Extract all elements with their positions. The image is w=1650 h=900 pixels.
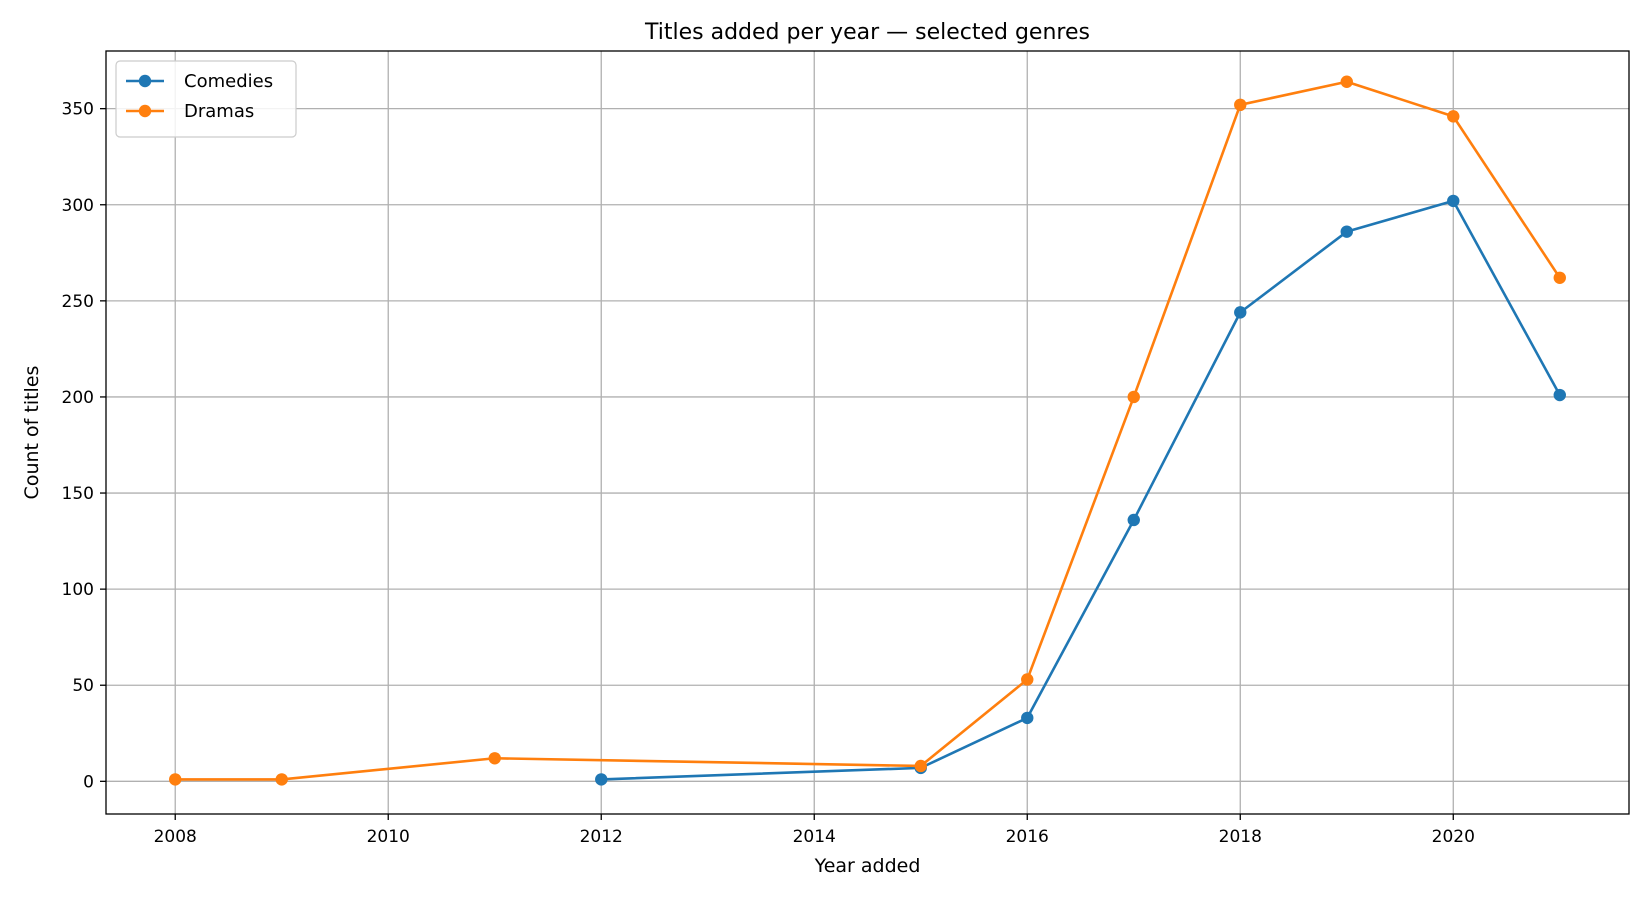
- legend-swatch-marker: [138, 74, 152, 88]
- x-tick-label: 2008: [154, 827, 197, 847]
- data-point-dramas: [1553, 271, 1566, 284]
- series-layer: [169, 75, 1566, 786]
- data-point-dramas: [169, 773, 182, 786]
- x-axis-label: Year added: [814, 855, 921, 877]
- data-point-dramas: [914, 759, 927, 773]
- data-point-comedies: [1447, 194, 1460, 208]
- series-dramas: [169, 75, 1566, 786]
- y-tick-label: 300: [62, 196, 94, 216]
- y-tick-label: 50: [72, 676, 94, 696]
- grid: [106, 51, 1629, 814]
- legend-label: Comedies: [184, 71, 273, 92]
- data-point-dramas: [1340, 75, 1353, 88]
- data-point-dramas: [1127, 390, 1140, 404]
- x-tick-label: 2018: [1219, 827, 1262, 847]
- x-tick-label: 2010: [367, 827, 410, 847]
- y-tick-label: 150: [62, 484, 94, 504]
- plot-frame: [105, 50, 1630, 815]
- data-point-dramas: [1447, 110, 1460, 123]
- data-point-comedies: [1234, 306, 1247, 319]
- x-tick-label: 2012: [580, 827, 623, 847]
- data-point-comedies: [1340, 225, 1353, 238]
- x-tick-label: 2020: [1432, 827, 1475, 847]
- legend: Comedies Dramas: [115, 60, 297, 138]
- y-tick-label: 200: [62, 388, 94, 408]
- y-tick-label: 250: [62, 292, 94, 312]
- legend-label: Dramas: [184, 101, 254, 122]
- series-line-comedies: [601, 199, 1561, 781]
- data-point-comedies: [1021, 711, 1034, 725]
- ticks: 2008 2010 2012 2014 2016 2018 2020 0 50 100 150 200…: [62, 100, 1475, 847]
- legend-swatch-marker: [138, 104, 152, 118]
- chart-title: Titles added per year — selected genres: [644, 20, 1090, 45]
- data-point-dramas: [275, 773, 288, 786]
- data-point-comedies: [1553, 388, 1566, 402]
- data-point-dramas: [488, 752, 501, 765]
- x-tick-label: 2014: [793, 827, 836, 847]
- data-point-comedies: [595, 773, 608, 786]
- y-tick-label: 0: [83, 772, 94, 792]
- data-point-dramas: [1021, 673, 1034, 686]
- data-point-dramas: [1234, 98, 1247, 112]
- y-tick-label: 350: [62, 100, 94, 120]
- x-tick-label: 2016: [1006, 827, 1049, 847]
- y-axis-label: Count of titles: [21, 366, 43, 500]
- series-line-dramas: [175, 80, 1561, 781]
- y-tick-label: 100: [62, 580, 94, 600]
- data-point-comedies: [1127, 513, 1140, 527]
